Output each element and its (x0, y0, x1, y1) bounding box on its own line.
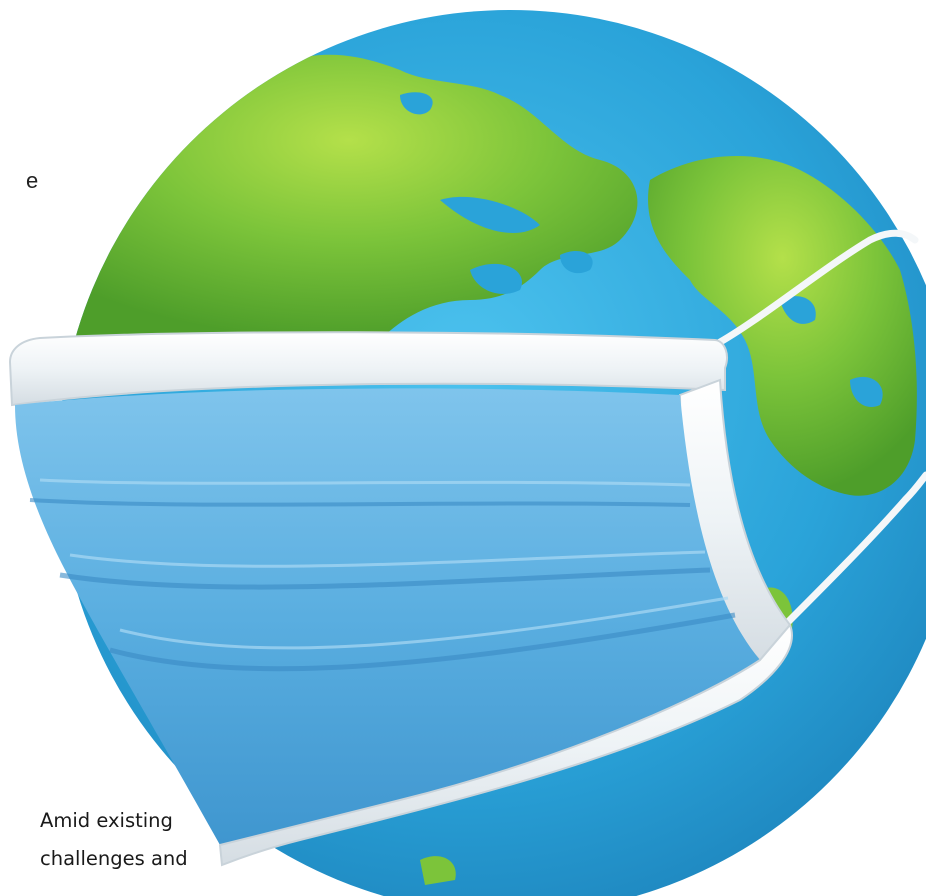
caption: Amid existing challenges and (40, 802, 220, 878)
caption-line-1: Amid existing (40, 809, 173, 832)
face-mask (8, 331, 793, 867)
caption-line-2: challenges and (40, 847, 188, 870)
side-text-fragment: e (26, 168, 39, 193)
land-north-america (648, 156, 917, 496)
mask-ear-loops (711, 229, 926, 634)
